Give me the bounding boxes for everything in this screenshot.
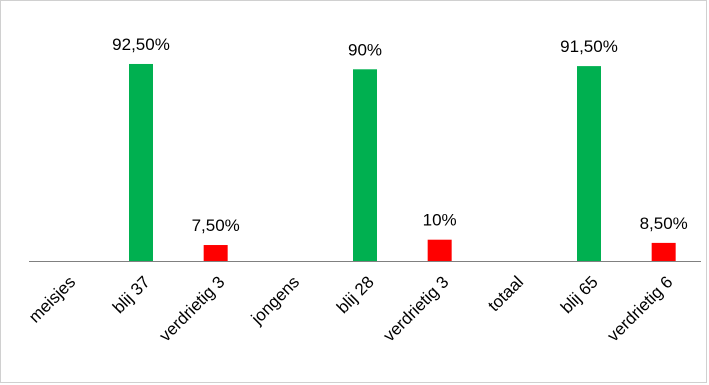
category-label-4: blij 28 [333,272,378,317]
data-label-8: 8,50% [640,214,688,233]
data-label-1: 92,50% [112,35,170,54]
data-label-2: 7,50% [192,216,240,235]
bar-5 [427,239,452,261]
bars-group [129,63,676,261]
category-label-8: verdrietig 6 [604,272,677,345]
category-label-2: verdrietig 3 [156,272,229,345]
category-label-1: blij 37 [109,272,154,317]
data-label-4: 90% [348,40,382,59]
category-label-3: jongens [247,272,303,328]
bar-4 [353,69,377,261]
category-label-0: meisjes [25,272,79,326]
category-labels-group: meisjes blij 37 verdrietig 3 jongens blij 28… [25,272,677,345]
bar-1 [129,63,153,261]
data-label-7: 91,50% [560,37,618,56]
bar-2 [203,245,228,261]
data-label-5: 10% [423,211,457,230]
category-label-6: totaal [484,272,527,315]
bar-8 [651,242,676,261]
bar-7 [577,66,601,261]
category-label-7: blij 65 [557,272,602,317]
category-label-5: verdrietig 3 [380,272,453,345]
data-labels-group: 92,50% 7,50% 90% 10% 91,50% 8,50% [112,35,688,235]
